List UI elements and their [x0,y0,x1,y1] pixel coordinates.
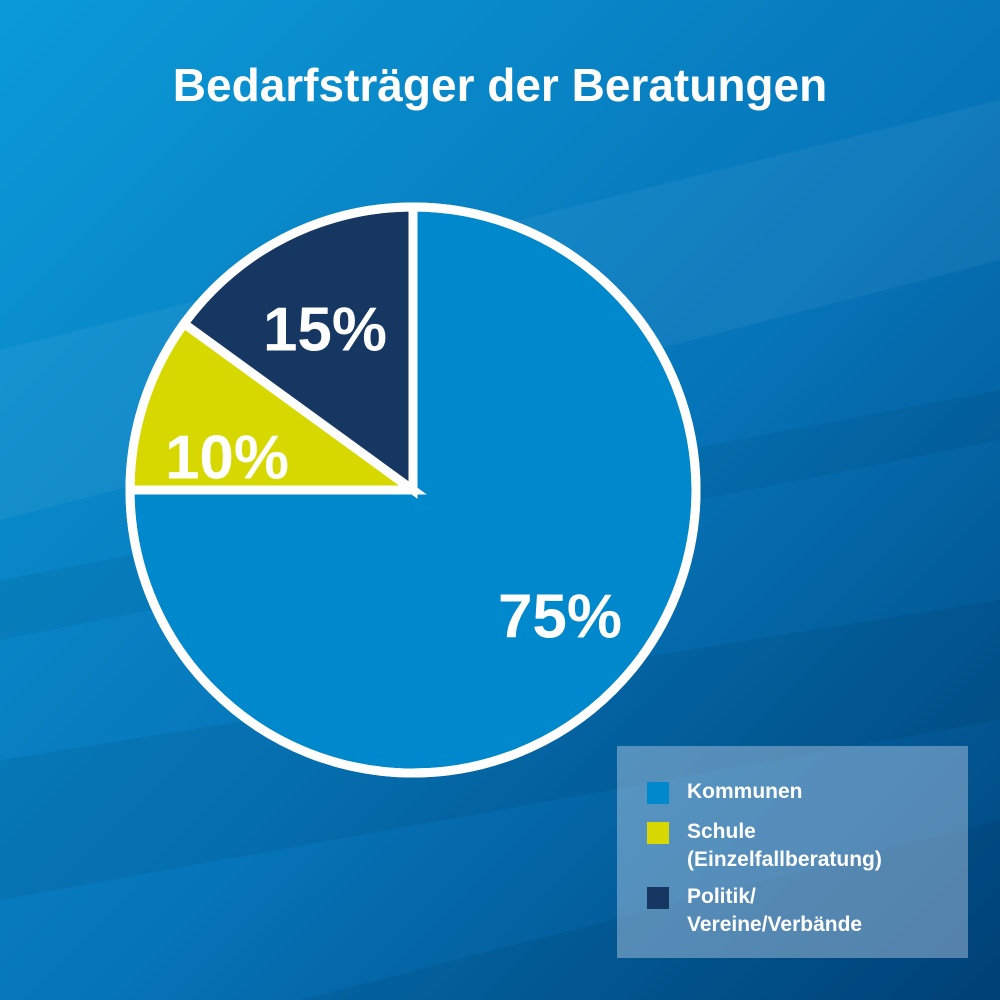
legend-label-line: Kommunen [687,780,803,803]
legend-label: Schule (Einzelfallberatung) [687,818,882,874]
legend-label: Politik/Vereine/Verbände [687,883,862,939]
legend-label-line: Schule [687,820,756,843]
legend: Kommunen Schule (Einzelfallberatung) Politi… [617,746,968,958]
slice-value-label: 10% [165,424,289,493]
legend-label-line: Vereine/Verbände [687,913,863,936]
legend-swatch [647,822,669,844]
legend-label-line: Politik/ [687,885,756,908]
legend-swatch [647,887,669,909]
slice-value-label: 75% [498,583,622,652]
slice-value-label: 15% [263,296,387,365]
pie-outline [125,202,701,778]
chart-title: Bedarfsträger der Beratungen [172,59,828,111]
legend-swatch [647,782,669,804]
legend-label-line: (Einzelfallberatung) [687,848,882,871]
legend-label: Kommunen [687,778,803,806]
